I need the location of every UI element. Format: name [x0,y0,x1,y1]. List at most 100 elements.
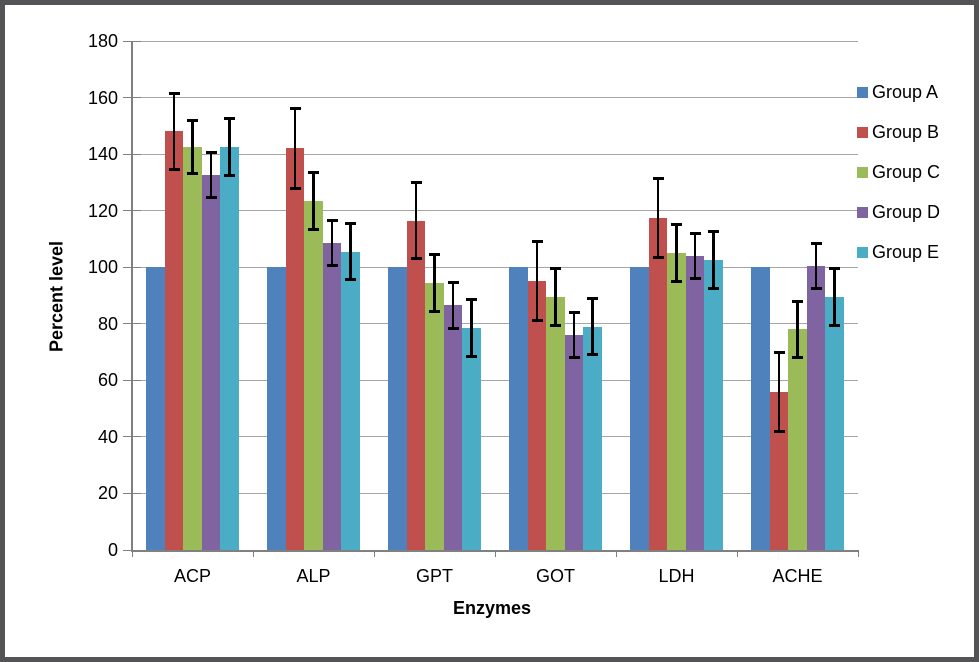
error-bar-whisker [656,178,660,258]
gridline [132,492,858,494]
bar-group-d-ache [806,265,826,550]
error-bar-cap-top [289,107,301,111]
bar-group-d-acp [201,175,221,550]
error-bar-cap-bottom [345,278,356,282]
error-bar-cap-top [326,219,338,223]
error-bar-cap-top [447,281,459,285]
x-axis-tick [252,550,254,557]
y-tick-label: 0 [107,540,118,560]
gridline [132,266,858,268]
error-bar-whisker [414,182,418,259]
error-bar-whisker [312,172,315,230]
y-tick-label: 100 [87,257,118,278]
error-bar-cap-top [671,223,682,227]
bar-group-b-gpt [406,220,426,550]
bar-group-c-ldh [667,253,686,550]
x-axis-tick [373,550,375,557]
bar-group-c-gpt [425,282,444,550]
y-axis-title: Percent level [46,240,67,353]
error-bar-cap-bottom [429,309,440,313]
error-bar-cap-bottom [829,323,840,327]
legend-swatch-icon [857,206,868,218]
legend-label: Group A [872,82,939,102]
error-bar-cap-bottom [168,168,180,172]
bar-group-e-alp [341,251,360,550]
error-bar-cap-bottom [410,257,422,261]
legend-swatch-icon [857,126,868,138]
error-bar-whisker [693,233,697,279]
x-category-label: GPT [415,566,453,586]
gridline [132,379,858,381]
gridline [132,40,858,42]
error-bar-cap-top [689,231,701,235]
error-bar-cap-bottom [689,277,701,281]
legend-label: Group D [872,202,941,222]
x-category-label: ACP [173,566,211,586]
error-bar-whisker [712,231,715,289]
error-bar-cap-top [308,170,319,174]
error-bar-whisker [172,93,176,170]
x-category-label: GOT [536,566,575,586]
error-bar-cap-top [708,230,719,234]
error-bar-whisker [470,299,473,357]
error-bar-whisker [535,241,539,321]
legend-item-group-b: Group B [857,122,939,142]
error-bar-cap-bottom [447,326,459,330]
bar-group-d-alp [322,243,342,550]
legend-item-group-c: Group C [857,162,940,182]
error-bar-whisker [572,312,576,358]
error-bar-whisker [191,120,194,174]
error-bar-cap-top [410,180,422,184]
error-bar-cap-top [652,176,664,180]
legend-label: Group E [872,242,940,262]
error-bar-cap-top [429,252,440,256]
legend-label: Group C [872,162,941,182]
error-bar-cap-bottom [187,172,198,176]
gridline [132,210,858,212]
bar-group-b-alp [285,148,305,550]
gridline [132,436,858,438]
x-axis-tick [736,550,738,557]
error-bar-whisker [349,223,352,280]
error-bar-cap-top [466,298,477,302]
error-bar-cap-top [531,240,543,244]
bar-group-c-alp [304,200,323,550]
y-tick-label: 20 [97,483,118,504]
error-bar-cap-top [810,241,822,245]
bar-group-c-got [546,296,565,550]
error-bar-cap-top [550,267,561,271]
bar-group-a-gpt [388,267,407,550]
x-category-label: ALP [296,566,331,586]
y-tick-label: 40 [97,426,118,447]
error-bar-whisker [591,298,594,355]
error-bar-cap-top [568,310,580,314]
error-bar-cap-top [792,299,803,303]
gridline [132,323,858,325]
y-tick-label: 140 [87,144,118,165]
y-tick-label: 120 [87,200,118,221]
legend-item-group-e: Group E [857,242,939,262]
y-axis-line [131,41,133,550]
bar-group-e-ldh [704,260,723,550]
bar-group-b-got [527,281,547,550]
bar-group-a-ache [751,267,770,550]
bar-group-d-gpt [443,305,463,550]
x-axis-tick [615,550,617,557]
y-tick-label: 60 [97,370,118,391]
error-bar-whisker [777,352,781,432]
x-category-label: ACHE [772,566,823,586]
error-bar-cap-top [205,151,217,155]
bar-group-e-got [583,326,602,550]
legend-item-group-a: Group A [857,82,938,102]
x-axis-title: Enzymes [452,598,532,618]
error-bar-whisker [330,220,334,266]
error-bar-cap-top [345,221,356,225]
error-bar-cap-bottom [289,186,301,190]
error-bar-whisker [554,268,557,326]
legend-label: Group B [872,122,940,142]
gridline [132,97,858,99]
bar-group-a-ldh [630,267,649,550]
legend-item-group-d: Group D [857,202,940,222]
error-bar-cap-top [168,91,180,95]
error-bar-whisker [833,268,836,326]
